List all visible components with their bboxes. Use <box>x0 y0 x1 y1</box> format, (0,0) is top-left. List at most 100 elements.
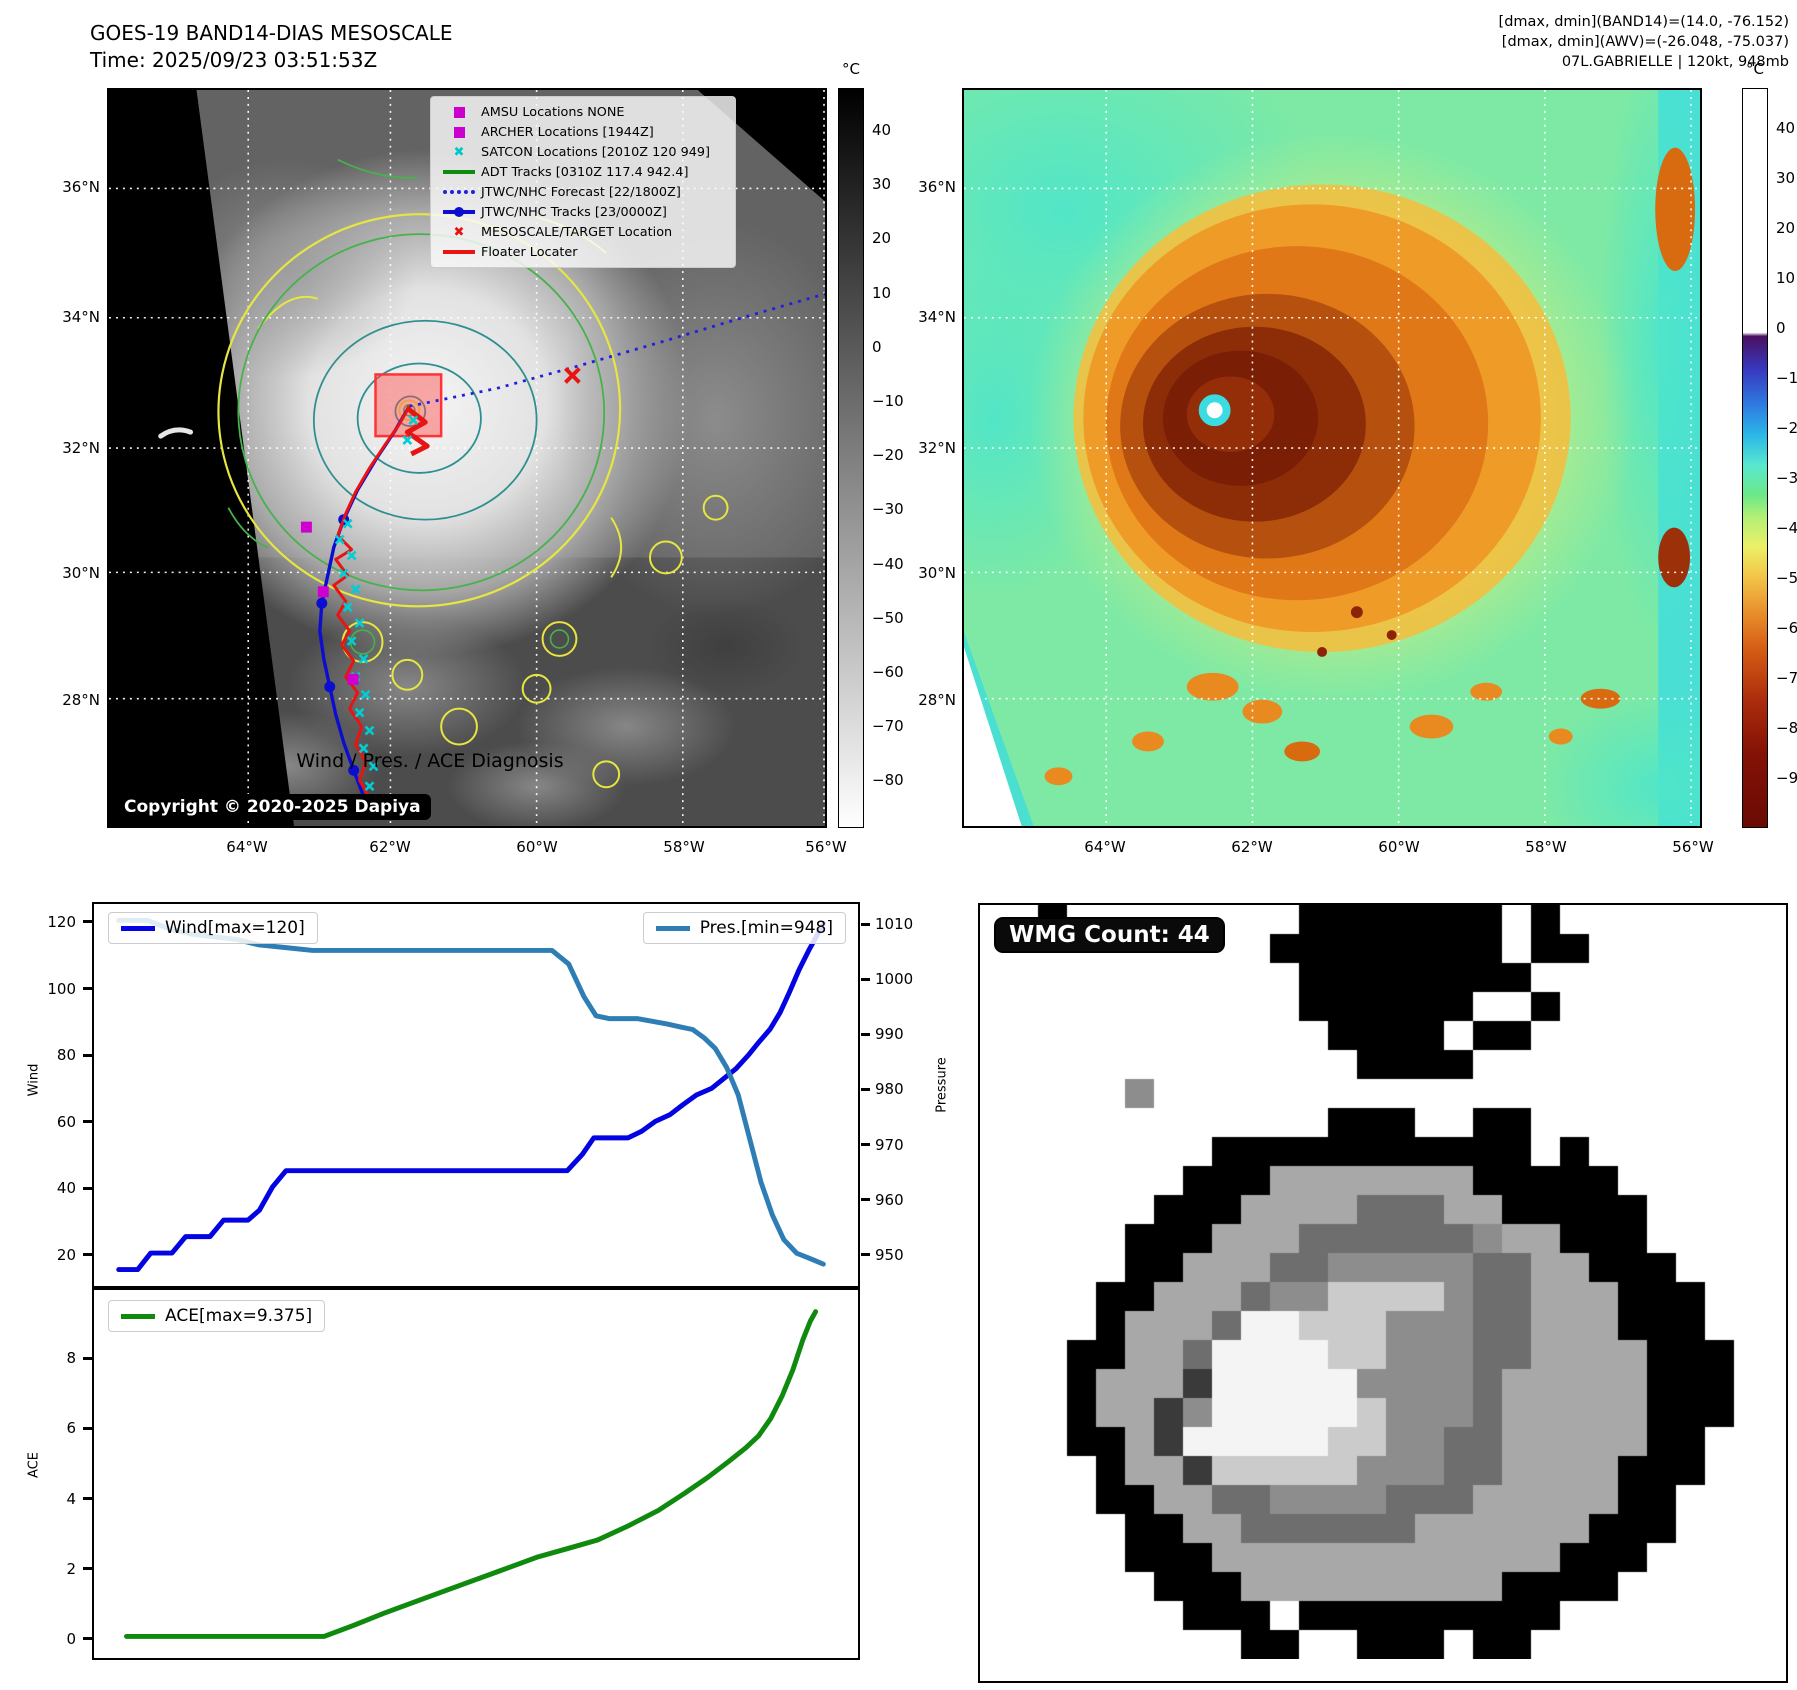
colorbar-tick: −20 <box>1776 419 1797 437</box>
colorbar-tick: −50 <box>1776 569 1797 587</box>
tick-mark <box>861 1253 870 1257</box>
lat-label: 28°N <box>62 691 100 709</box>
ace-chart: ACE[max=9.375] <box>92 1288 860 1660</box>
lon-label: 64°W <box>1084 838 1126 856</box>
lon-label: 62°W <box>1231 838 1273 856</box>
tick-mark <box>83 1497 92 1501</box>
colorbar-tick: 30 <box>872 175 892 194</box>
line-marker-icon <box>437 250 481 254</box>
legend-item: ✖ SATCON Locations [2010Z 120 949] <box>437 142 727 162</box>
band14-map-panel: AMSU Locations NONE ARCHER Locations [194… <box>107 88 827 828</box>
lat-label: 32°N <box>918 439 956 457</box>
wind-pressure-plot <box>116 917 826 1273</box>
wind-line-swatch <box>121 925 155 931</box>
axis-tick-label: 6 <box>66 1419 76 1438</box>
tick-mark <box>861 1032 870 1036</box>
lon-label: 64°W <box>226 838 268 856</box>
target-x-icon <box>564 367 581 384</box>
lon-label: 60°W <box>1378 838 1420 856</box>
axis-tick-label: 8 <box>66 1349 76 1368</box>
ace-legend-label: ACE[max=9.375] <box>165 1306 313 1326</box>
series-line <box>116 921 826 1273</box>
axis-tick-label: 4 <box>66 1489 76 1508</box>
tick-mark <box>861 1143 870 1147</box>
colorbar-tick: 10 <box>1776 269 1796 287</box>
legend-item-label: ADT Tracks [0310Z 117.4 942.4] <box>481 164 689 180</box>
colorbar-tick: 0 <box>872 337 882 356</box>
tick-mark <box>861 1087 870 1091</box>
ace-axis-label: ACE <box>26 1452 42 1478</box>
axis-tick-label: 80 <box>56 1046 76 1065</box>
lat-label: 36°N <box>62 178 100 196</box>
wmg-panel: WMG Count: 44 <box>978 903 1788 1683</box>
dmax-awv-line: [dmax, dmin](AWV)=(-26.048, -75.037) <box>1501 34 1789 50</box>
time-line: Time: 2025/09/23 03:51:53Z <box>90 48 378 72</box>
lat-label: 30°N <box>918 564 956 582</box>
ir-contours <box>217 158 729 789</box>
lon-label: 62°W <box>369 838 411 856</box>
axis-tick-label: 1000 <box>875 970 914 989</box>
lon-label: 58°W <box>663 838 705 856</box>
lat-label: 34°N <box>918 308 956 326</box>
tick-mark <box>83 1426 92 1430</box>
cloud-streak <box>158 427 194 439</box>
colorbar-tick: −60 <box>872 663 904 681</box>
band14-map-graphic <box>109 90 825 826</box>
colorbar-tick: −80 <box>872 771 904 790</box>
colorbar-tick: −30 <box>1776 469 1797 487</box>
square-marker-icon <box>437 126 481 138</box>
series-line <box>116 917 826 1267</box>
wmg-count-badge: WMG Count: 44 <box>994 917 1225 953</box>
wind-legend: Wind[max=120] <box>108 912 318 944</box>
colorbar-tick: −40 <box>1776 519 1797 537</box>
colorbar-tick: 20 <box>1776 219 1796 237</box>
pressure-legend-label: Pres.[min=948] <box>699 918 833 938</box>
axis-tick-label: 960 <box>875 1190 904 1209</box>
axis-tick-label: 980 <box>875 1080 904 1099</box>
axis-tick-label: 1010 <box>875 915 914 934</box>
colorbar-tick: −70 <box>1776 669 1797 687</box>
legend-item-label: MESOSCALE/TARGET Location <box>481 224 673 240</box>
hurricane-eye <box>1198 394 1231 427</box>
legend-item-label: JTWC/NHC Tracks [23/0000Z] <box>481 204 667 220</box>
band14-colorbar-unit: °C <box>842 60 860 78</box>
lat-label: 28°N <box>918 691 956 709</box>
legend-item-label: ARCHER Locations [1944Z] <box>481 124 654 140</box>
colorbar-tick: −60 <box>1776 619 1797 637</box>
colorbar-tick: −80 <box>1776 719 1797 737</box>
satcon-markers <box>334 415 419 792</box>
tick-mark <box>861 922 870 926</box>
jtwc-forecast-line <box>409 292 825 408</box>
storm-id-line: 07L.GABRIELLE | 120kt, 948mb <box>1561 54 1789 70</box>
legend-item-label: Floater Locater <box>481 244 578 260</box>
line-marker-icon <box>437 170 481 174</box>
colorbar-tick: 20 <box>872 229 892 248</box>
tick-mark <box>83 1356 92 1360</box>
lon-label: 56°W <box>805 838 847 856</box>
ace-plot <box>124 1309 819 1639</box>
pressure-axis-label: Pressure <box>934 1057 950 1113</box>
wind-axis-label: Wind <box>26 1063 42 1097</box>
colorbar-tick: −90 <box>1776 769 1797 787</box>
axis-tick-label: 60 <box>56 1112 76 1131</box>
legend-item: JTWC/NHC Tracks [23/0000Z] <box>437 202 727 222</box>
axis-tick-label: 2 <box>66 1559 76 1578</box>
lon-label: 58°W <box>1525 838 1567 856</box>
tick-mark <box>83 987 92 991</box>
legend-item: AMSU Locations NONE <box>437 102 727 122</box>
lat-label: 32°N <box>62 439 100 457</box>
colorbar-tick: −30 <box>872 500 904 519</box>
lon-label: 56°W <box>1672 838 1714 856</box>
colorbar-tick: −10 <box>1776 369 1797 387</box>
dmax-band14-line: [dmax, dmin](BAND14)=(14.0, -76.152) <box>1498 14 1789 30</box>
legend-item-label: AMSU Locations NONE <box>481 104 625 120</box>
ace-legend: ACE[max=9.375] <box>108 1300 326 1332</box>
colorbar-tick: 10 <box>872 283 892 302</box>
title-line: GOES-19 BAND14-DIAS MESOSCALE <box>90 21 453 45</box>
wmg-pixel-image <box>980 905 1786 1659</box>
axis-tick-label: 20 <box>56 1245 76 1264</box>
legend-item: ADT Tracks [0310Z 117.4 942.4] <box>437 162 727 182</box>
color-ir-map-panel <box>962 88 1702 828</box>
axis-tick-label: 950 <box>875 1245 904 1264</box>
